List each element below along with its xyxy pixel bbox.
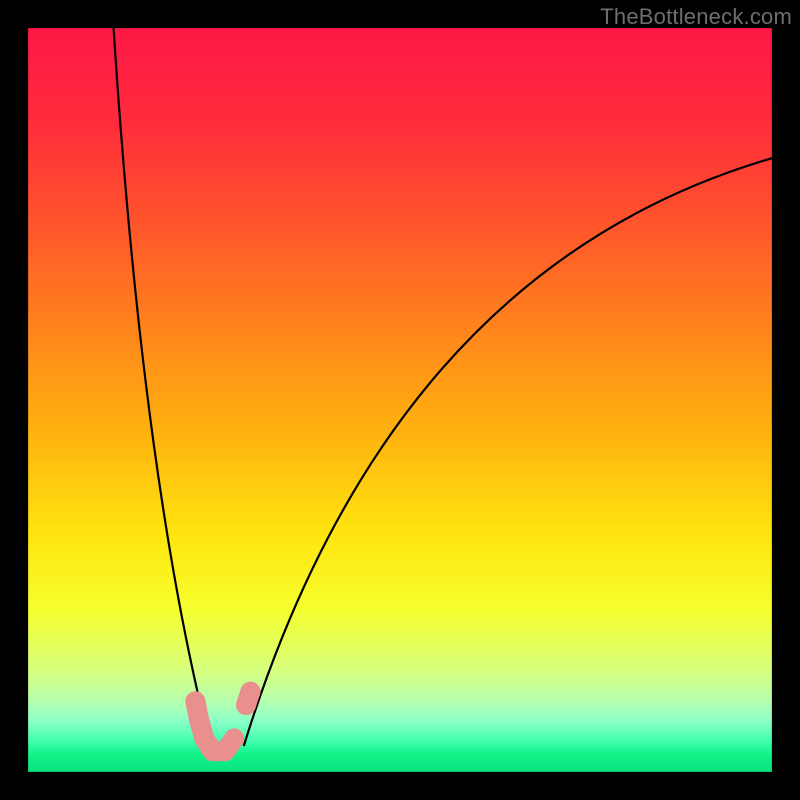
dip-marker-dot-right-1 (240, 682, 260, 702)
frame-border-top (0, 0, 800, 28)
right-ascending-curve (244, 158, 772, 746)
dip-marker-dot-left-0 (185, 691, 205, 711)
frame-border-bottom (0, 772, 800, 800)
dip-marker-dot-left-5 (224, 729, 244, 749)
left-descending-curve (114, 28, 213, 753)
frame-border-left (0, 0, 28, 800)
frame-border-right (772, 0, 800, 800)
chart-stage: TheBottleneck.com (0, 0, 800, 800)
dip-marker-dot-left-1 (189, 710, 209, 730)
bottleneck-curves-svg (0, 0, 800, 800)
